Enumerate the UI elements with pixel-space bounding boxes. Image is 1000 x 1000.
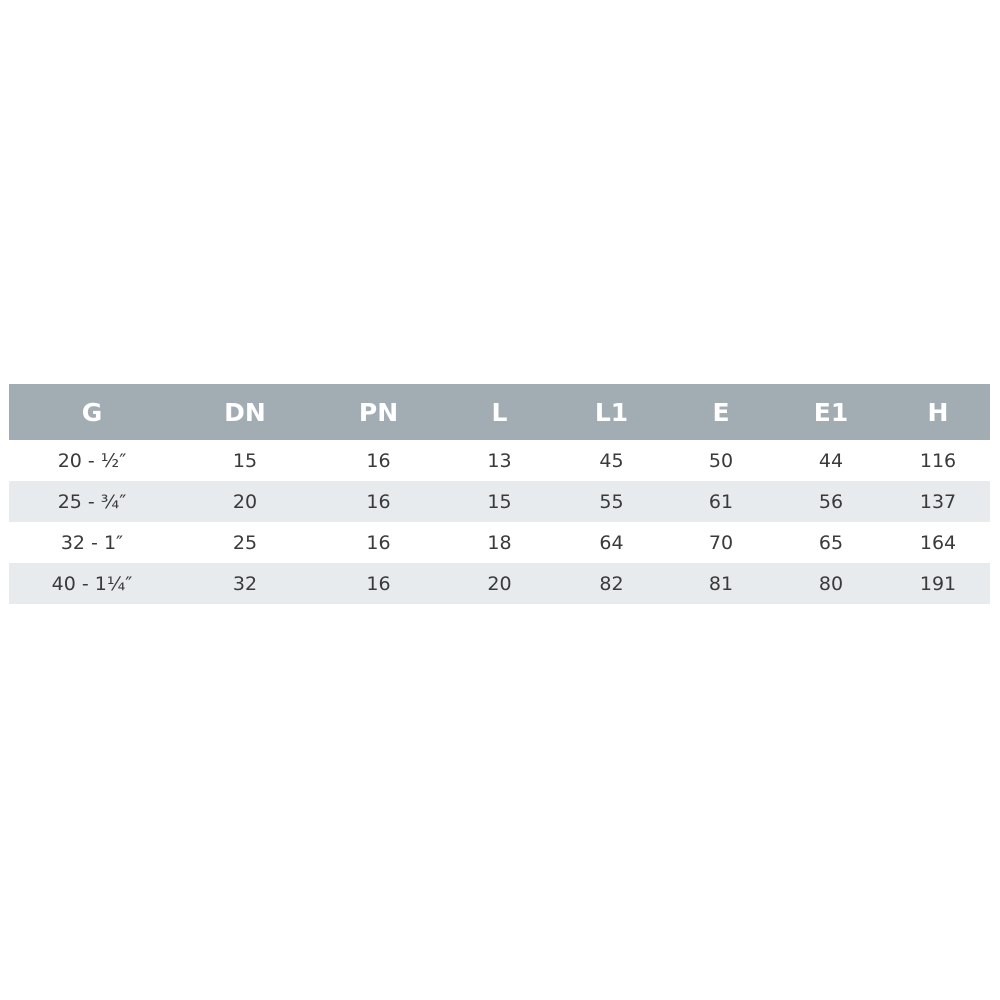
table-cell: 25 - ¾″	[9, 481, 175, 522]
table-cell: 61	[666, 481, 776, 522]
table-cell: 81	[666, 563, 776, 604]
table-cell: 44	[818, 449, 844, 472]
column-header-dn: DN	[175, 384, 315, 440]
header-row: G DN PN L L1 E E1 H	[9, 384, 990, 440]
column-header-e: E	[666, 384, 776, 440]
column-header-e1: E1	[776, 384, 886, 440]
table-cell: 45	[599, 449, 624, 472]
table-cell: 50	[708, 449, 734, 472]
table-cell: 20 - ½″	[57, 449, 127, 472]
column-header-l: L	[442, 384, 557, 440]
table-cell: 16	[366, 531, 391, 554]
table-cell: 191	[886, 563, 990, 604]
table-cell: 20	[442, 563, 557, 604]
table-cell: 18	[487, 531, 512, 554]
table-cell: 65	[818, 531, 844, 554]
table-cell: 16	[315, 481, 442, 522]
table-row: 20 - ½″ 15 16 13 45 50 44 116	[9, 440, 990, 481]
table-row: 25 - ¾″ 20 16 15 55 61 56 137	[9, 481, 990, 522]
table-cell: 15	[232, 449, 258, 472]
table-cell: 16	[315, 563, 442, 604]
table-cell: 137	[886, 481, 990, 522]
column-header-l1: L1	[557, 384, 666, 440]
table-cell: 20	[175, 481, 315, 522]
table-cell: 40 - 1¼″	[9, 563, 175, 604]
column-header-g: G	[9, 384, 175, 440]
table-cell: 13	[487, 449, 512, 472]
table-cell: 56	[776, 481, 886, 522]
table-row: 40 - 1¼″ 32 16 20 82 81 80 191	[9, 563, 990, 604]
table-cell: 32 - 1″	[60, 531, 124, 554]
column-header-h: H	[886, 384, 990, 440]
column-header-pn: PN	[315, 384, 442, 440]
table-cell: 55	[557, 481, 666, 522]
table-cell: 82	[557, 563, 666, 604]
table-cell: 32	[175, 563, 315, 604]
table-cell: 80	[776, 563, 886, 604]
table-cell: 64	[599, 531, 624, 554]
dimensions-table: G DN PN L L1 E E1 H 20 - ½″ 15 16 13 45 50 44 116 25 - …	[9, 384, 990, 604]
table-row: 32 - 1″ 25 16 18 64 70 65 164	[9, 522, 990, 563]
table-cell: 116	[919, 449, 957, 472]
table-cell: 70	[708, 531, 734, 554]
table-cell: 15	[442, 481, 557, 522]
table-cell: 16	[366, 449, 391, 472]
table-cell: 25	[232, 531, 258, 554]
table-cell: 164	[919, 531, 957, 554]
